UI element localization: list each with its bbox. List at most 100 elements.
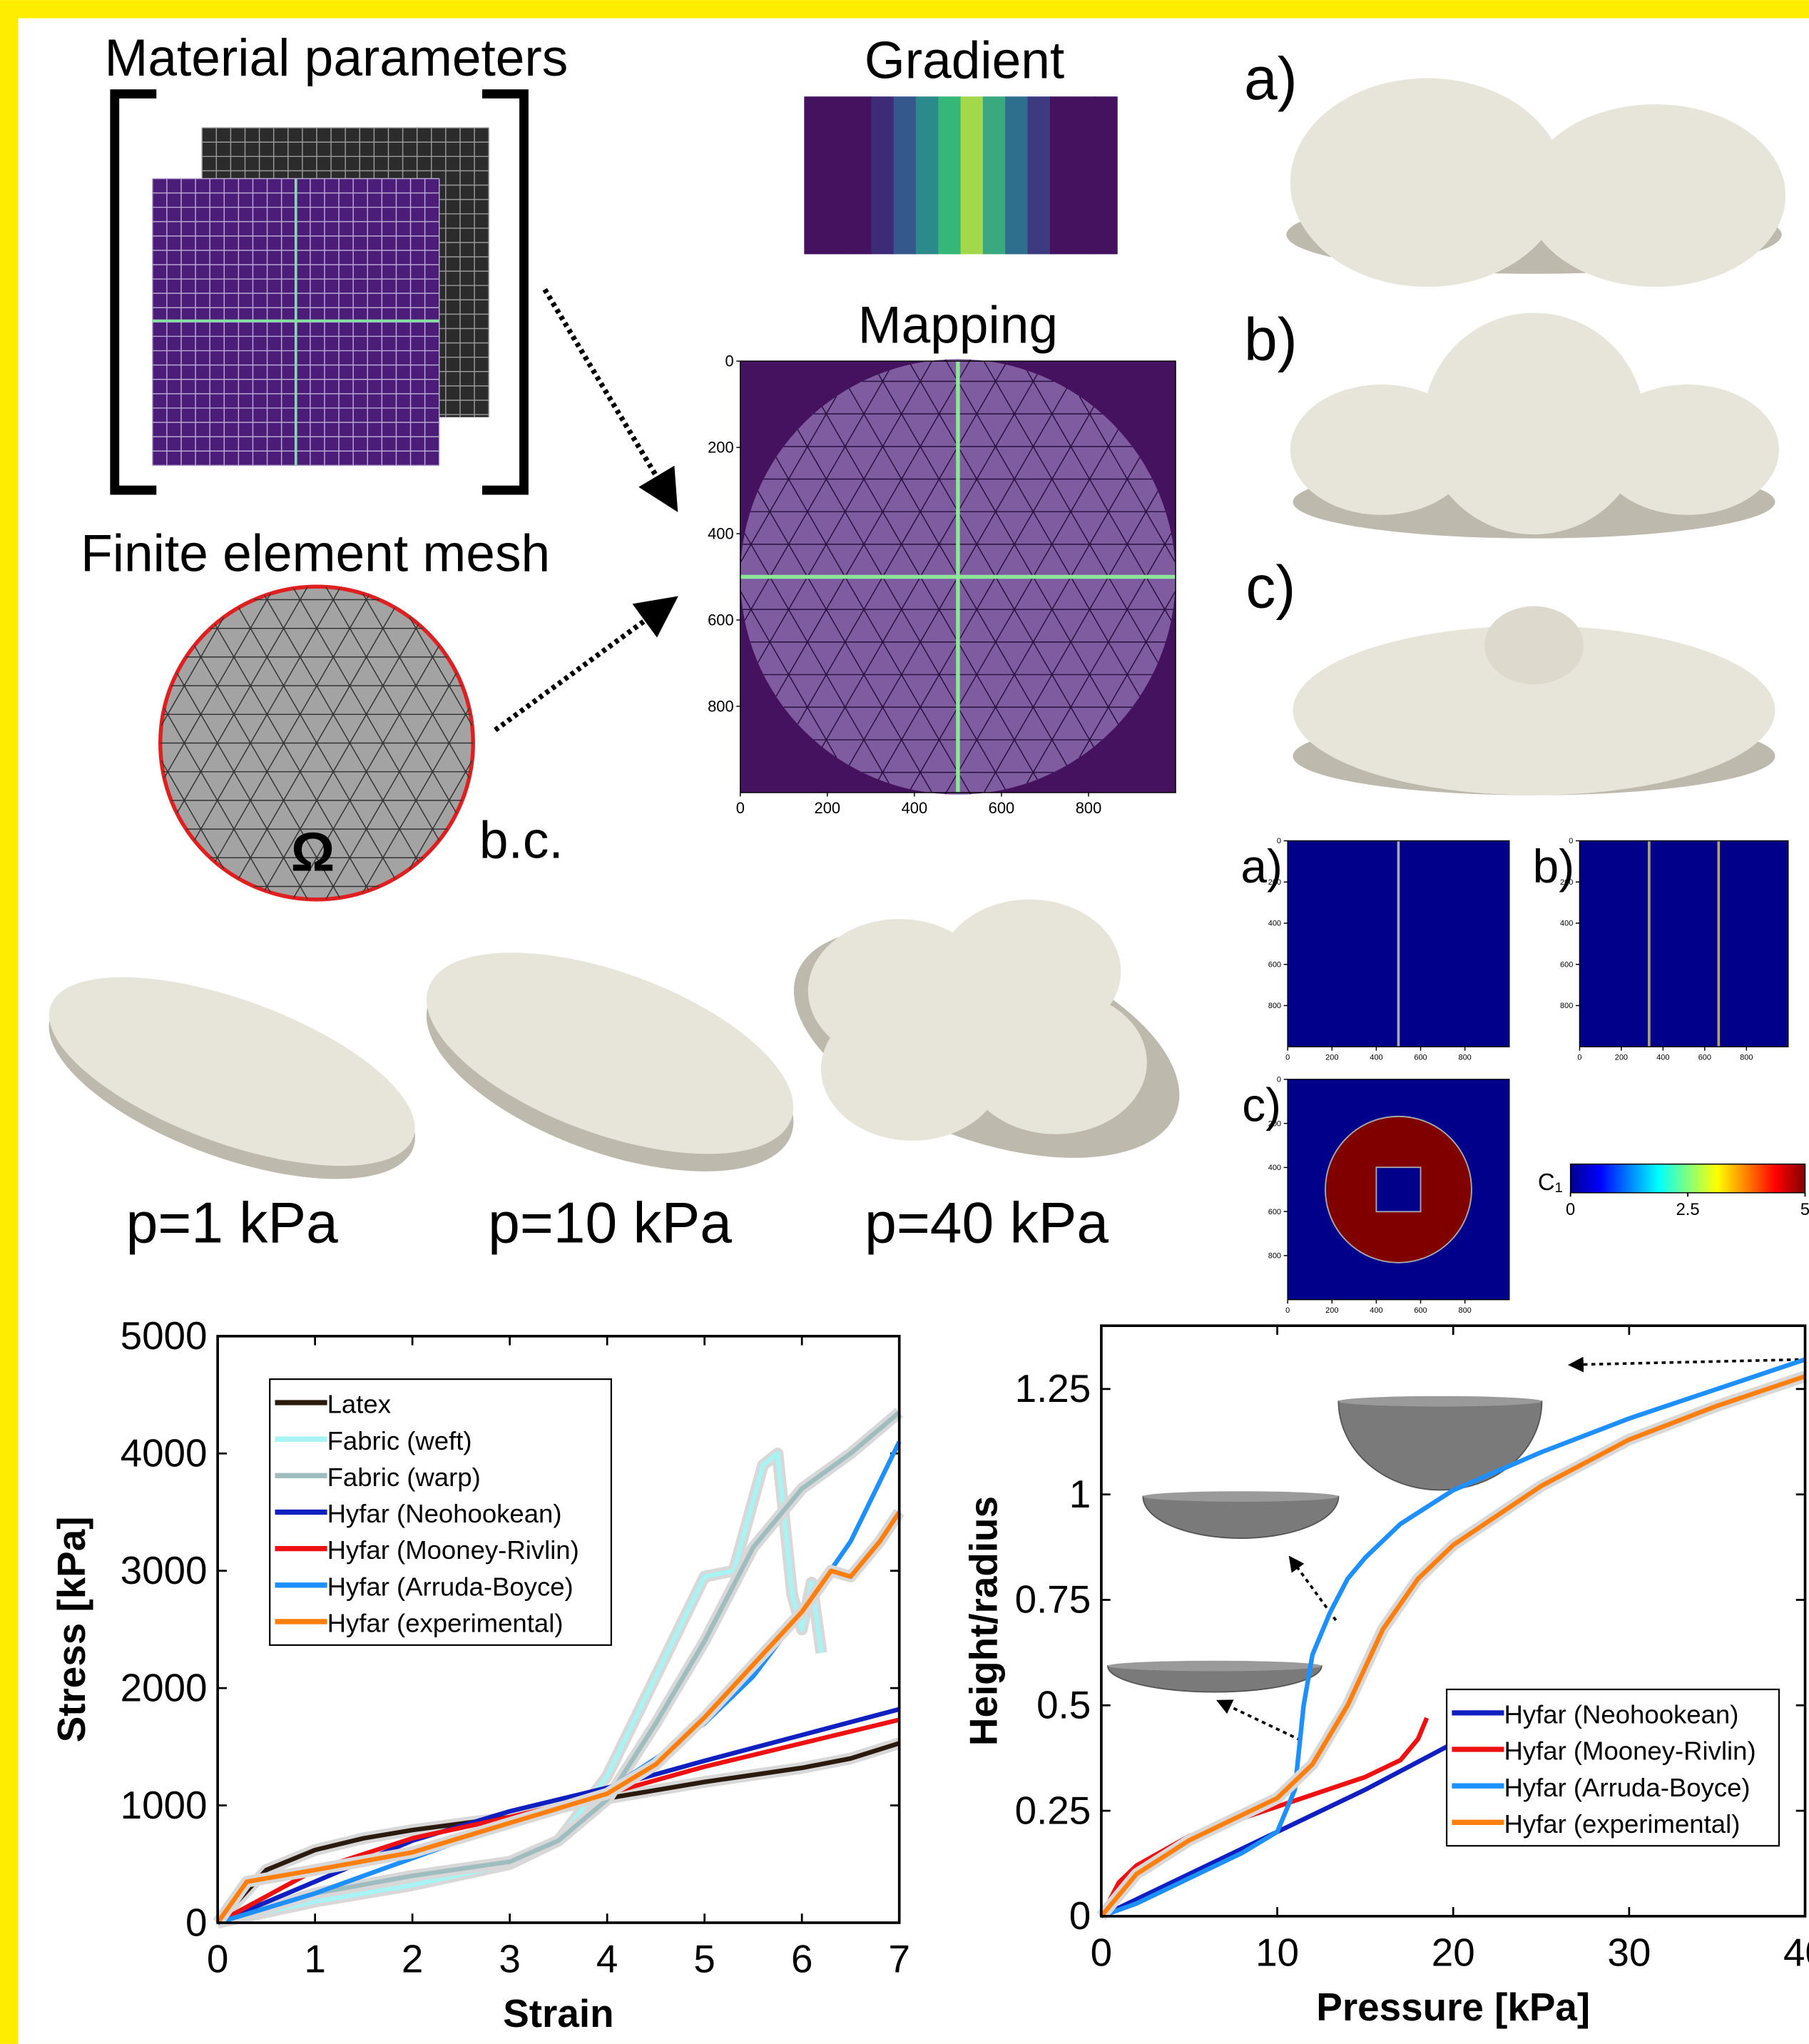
image-title: Mapping — [858, 297, 1058, 355]
gradient-stripe — [804, 96, 827, 254]
x-tick-label: 800 — [1076, 799, 1102, 817]
x-tick-label: 0 — [736, 799, 745, 817]
x-tick-label: 600 — [989, 799, 1015, 817]
x-tick-label: 7 — [888, 1936, 909, 1981]
x-tick-label: 600 — [1414, 1306, 1427, 1315]
legend-label: Hyfar (Mooney-Rivlin) — [1504, 1737, 1756, 1766]
x-tick-label: 5 — [693, 1936, 715, 1981]
y-tick-label: 0.25 — [1015, 1788, 1091, 1832]
y-tick-label: 400 — [1268, 1164, 1281, 1172]
y-tick-label: 0.75 — [1015, 1577, 1091, 1622]
x-tick-label: 20 — [1432, 1930, 1475, 1974]
y-tick-label: 400 — [1268, 920, 1281, 928]
y-axis-label: Height/radius — [962, 1496, 1006, 1746]
y-tick-label: 400 — [708, 524, 734, 542]
y-tick-label: 600 — [1268, 960, 1281, 969]
y-tick-label: 5000 — [121, 1313, 208, 1358]
y-tick-label: 0 — [1069, 1893, 1091, 1938]
y-tick-label: 0 — [185, 1900, 207, 1944]
gradient-stripe — [894, 96, 917, 254]
x-tick-label: 200 — [815, 799, 841, 817]
gradient-stripe — [1072, 96, 1095, 254]
pressure-label: p=40 kPa — [865, 1191, 1109, 1255]
pressure-label: p=10 kPa — [488, 1191, 732, 1255]
y-tick-label: 800 — [1560, 1002, 1573, 1010]
y-tick-label: 0 — [725, 352, 733, 370]
page: {"figure":{"material_parameters":"Materi… — [0, 0, 1809, 2044]
bowl-rim — [1108, 1661, 1322, 1672]
gradient-stripe — [983, 96, 1006, 254]
bowl-rim — [1143, 1491, 1338, 1502]
gradient-stripe — [916, 96, 939, 254]
shape — [1290, 78, 1564, 287]
x-tick-label: 600 — [1414, 1053, 1427, 1062]
image-bg — [1579, 841, 1788, 1047]
x-tick-label: 2 — [402, 1936, 423, 1981]
shape-label: b) — [1244, 305, 1298, 372]
x-tick-label: 400 — [1370, 1306, 1382, 1315]
legend-label: Hyfar (Arruda-Boyce) — [1504, 1773, 1750, 1802]
y-tick-label: 3000 — [121, 1548, 208, 1592]
x-tick-label: 40 — [1783, 1930, 1809, 1974]
x-axis-label: Pressure [kPa] — [1316, 1985, 1590, 2029]
legend-label: Latex — [327, 1390, 391, 1419]
y-tick-label: 1000 — [121, 1783, 208, 1827]
x-tick-label: 3 — [499, 1936, 520, 1981]
omega: Ω — [291, 823, 335, 883]
heading: Material parameters — [104, 29, 568, 87]
x-tick-label: 800 — [1459, 1053, 1472, 1062]
x-tick-label: 30 — [1607, 1930, 1651, 1974]
x-tick-label: 200 — [1615, 1053, 1628, 1062]
figure: Material parametersGradientFinite elemen… — [0, 0, 1809, 2044]
legend-label: Hyfar (experimental) — [1504, 1809, 1740, 1839]
y-tick-label: 0 — [1569, 837, 1573, 845]
gradient-stripe — [1028, 96, 1051, 254]
y-tick-label: 1.25 — [1015, 1366, 1091, 1410]
x-tick-label: 600 — [1698, 1053, 1711, 1062]
x-tick-label: 400 — [1656, 1053, 1669, 1062]
gradient-stripe — [961, 96, 984, 254]
colorbar-tick-label: 2.5 — [1676, 1200, 1700, 1219]
shape-label: a) — [1244, 45, 1298, 112]
x-tick-label: 4 — [596, 1936, 618, 1981]
x-tick-label: 800 — [1740, 1053, 1753, 1062]
y-tick-label: 600 — [1560, 960, 1573, 969]
legend-label: Hyfar (Arruda-Boyce) — [327, 1572, 574, 1601]
x-tick-label: 1 — [304, 1936, 325, 1981]
pressure-label: p=1 kPa — [126, 1191, 338, 1255]
shape — [1525, 104, 1785, 287]
legend-label: Hyfar (Neohookean) — [327, 1499, 562, 1528]
y-tick-label: 0.5 — [1036, 1683, 1091, 1727]
bc-label: b.c. — [479, 811, 564, 869]
colorbar-tick-label: 5 — [1800, 1200, 1809, 1219]
y-axis-label: Stress [kPa] — [49, 1517, 93, 1743]
bowl-rim — [1338, 1396, 1542, 1407]
colorbar-tick-label: 0 — [1566, 1200, 1575, 1219]
x-tick-label: 10 — [1255, 1930, 1299, 1974]
x-tick-label: 6 — [791, 1936, 812, 1981]
shape — [1484, 606, 1584, 685]
y-tick-label: 0 — [1277, 1076, 1281, 1084]
legend-label: Hyfar (Neohookean) — [1504, 1699, 1738, 1729]
gradient-stripe — [1005, 96, 1028, 254]
y-tick-label: 400 — [1560, 920, 1573, 928]
x-tick-label: 0 — [1285, 1053, 1290, 1062]
shape — [1423, 313, 1645, 535]
x-tick-label: 0 — [1285, 1306, 1290, 1315]
y-tick-label: 800 — [1268, 1002, 1281, 1010]
y-tick-label: 0 — [1277, 837, 1281, 845]
legend-label: Hyfar (Mooney-Rivlin) — [327, 1535, 579, 1565]
gradient-stripe — [1050, 96, 1073, 254]
gradient-stripe — [871, 96, 894, 254]
y-tick-label: 4000 — [121, 1431, 208, 1475]
x-tick-label: 800 — [1459, 1306, 1472, 1315]
gradient-stripe — [938, 96, 961, 254]
x-tick-label: 0 — [1091, 1930, 1112, 1974]
x-tick-label: 0 — [207, 1936, 228, 1981]
y-tick-label: 2000 — [121, 1665, 208, 1709]
legend-label: Fabric (weft) — [327, 1426, 472, 1455]
y-tick-label: 600 — [708, 611, 734, 629]
y-tick-label: 200 — [1268, 1119, 1281, 1128]
y-tick-label: 1 — [1069, 1472, 1091, 1516]
colorbar — [1571, 1164, 1805, 1193]
